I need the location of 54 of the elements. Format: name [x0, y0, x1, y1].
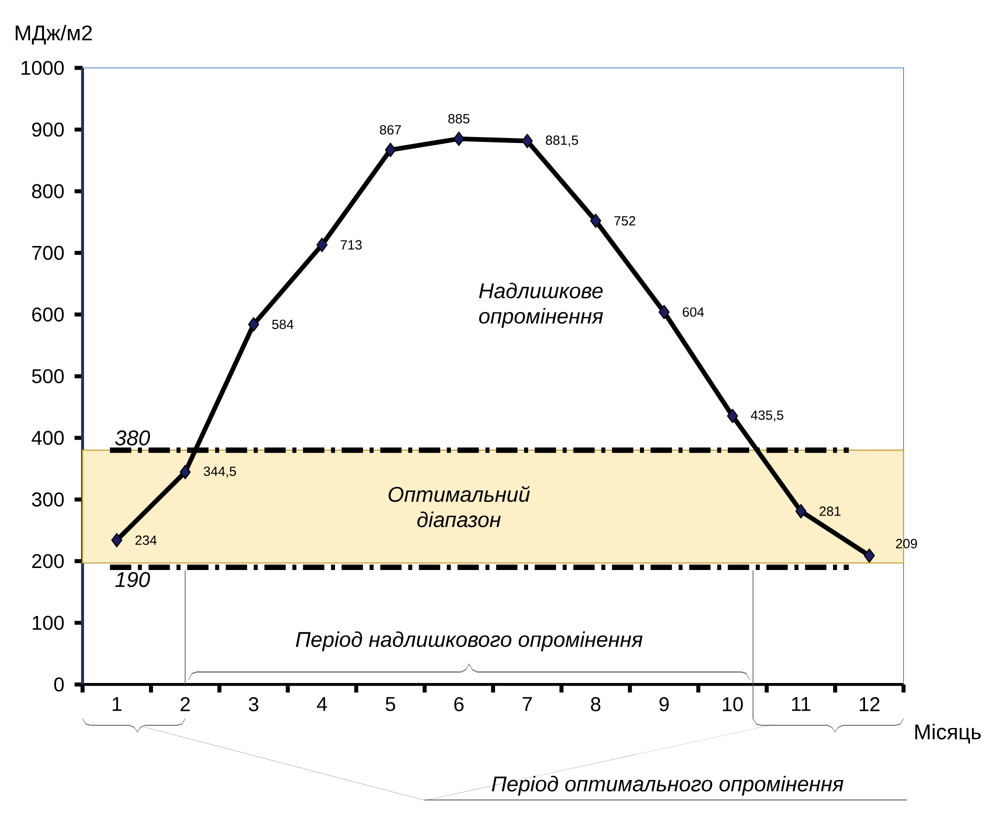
point — [590, 214, 602, 228]
point — [316, 238, 328, 252]
data-label: 281 — [820, 506, 841, 516]
x-axis-title: Місяць — [915, 724, 981, 744]
data-label: 584 — [272, 320, 294, 330]
x-tick-label: 5 — [386, 697, 396, 712]
x-tick-label: 6 — [454, 697, 464, 712]
point — [864, 548, 875, 563]
y-tick-label: 300 — [32, 492, 64, 507]
point — [384, 142, 396, 158]
x-tick-label: 1 — [112, 697, 122, 711]
x-tick-label: 2 — [180, 697, 190, 712]
y-tick-label: 400 — [32, 430, 64, 445]
y-tick-label: 500 — [32, 369, 64, 384]
data-label: 752 — [614, 216, 636, 226]
x-tick-label: 11 — [792, 697, 810, 711]
data-label: 234 — [135, 536, 157, 545]
point — [180, 464, 191, 480]
x-tick-label: 9 — [659, 697, 669, 712]
y-tick-label: 100 — [32, 616, 64, 630]
y-tick-label: 1000 — [22, 60, 64, 75]
y-tick-label: 0 — [54, 677, 64, 692]
annotation: Період надлишкового опромінення — [296, 631, 643, 652]
data-label: 344,5 — [204, 466, 236, 478]
x-tick-label: 10 — [722, 697, 743, 712]
y-tick-label: 200 — [32, 554, 64, 568]
y-tick-label: 800 — [32, 184, 64, 198]
x-tick-label: 3 — [248, 697, 258, 712]
x-tick-label: 4 — [316, 697, 327, 711]
point — [726, 408, 738, 424]
x-tick-label: 8 — [591, 697, 600, 712]
point — [522, 134, 533, 148]
data-label: 713 — [340, 240, 362, 250]
ref-line-label: 190 — [115, 572, 150, 588]
data-label: 881,5 — [546, 135, 578, 146]
point — [111, 533, 122, 548]
data-label: 604 — [682, 307, 704, 317]
point — [248, 317, 260, 332]
point — [658, 304, 670, 320]
annotation: Надлишкове опромінення — [479, 282, 603, 328]
data-label: 867 — [380, 125, 401, 135]
ref-line-label: 380 — [115, 430, 150, 446]
point — [795, 504, 806, 518]
point — [453, 132, 464, 146]
y-axis-title: МДж/м2 — [16, 24, 92, 45]
y-tick-label: 900 — [32, 122, 64, 137]
y-tick-label: 700 — [32, 246, 64, 260]
data-label: 435,5 — [750, 410, 784, 422]
x-tick-label: 7 — [522, 697, 532, 711]
x-tick-label: 12 — [860, 697, 880, 712]
text: Період оптимального опромінення — [492, 776, 844, 796]
band-label: Оптимальний діапазон — [388, 486, 530, 528]
data-label: 885 — [448, 114, 470, 124]
y-tick-label: 600 — [32, 307, 64, 322]
